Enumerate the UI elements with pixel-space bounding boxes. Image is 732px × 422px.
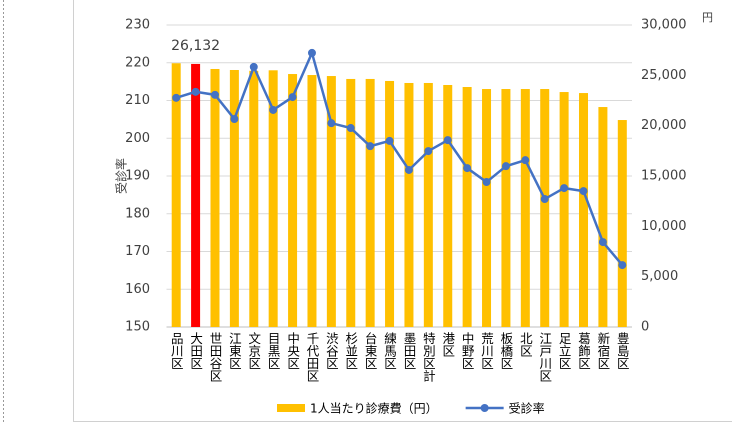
- line-marker: [424, 147, 433, 156]
- x-tick-label: 千代田区: [304, 332, 319, 382]
- bar: [365, 78, 375, 327]
- bar: [540, 89, 550, 327]
- bar: [288, 74, 298, 328]
- bar: [385, 80, 395, 327]
- x-tick-label: 渋谷区: [324, 332, 339, 370]
- y2-tick-label: 0: [641, 320, 649, 335]
- x-tick-label: 中野区: [460, 331, 475, 370]
- bar: [443, 84, 453, 327]
- bar: [559, 92, 569, 327]
- y-axis-label: 受診率: [114, 158, 129, 194]
- x-tick-label: 文京区: [246, 331, 261, 370]
- x-tick-label: 目黒区: [266, 332, 281, 370]
- y2-tick-label: 5,000: [641, 269, 678, 284]
- x-tick-label: 豊島区: [615, 332, 630, 370]
- line-marker: [482, 178, 491, 187]
- x-tick-label: 新宿区: [595, 331, 610, 370]
- bar: [462, 87, 472, 327]
- line-marker: [249, 62, 258, 71]
- line-marker: [501, 162, 510, 171]
- bar: [579, 93, 589, 328]
- legend-swatch: [480, 404, 489, 412]
- line-marker: [385, 136, 394, 145]
- bar: [482, 89, 492, 327]
- x-tick-label: 江戸川区: [537, 332, 552, 382]
- line-marker: [521, 156, 530, 165]
- line-marker: [366, 142, 375, 151]
- line-marker: [172, 93, 181, 102]
- bar: [171, 63, 181, 328]
- y2-tick-label: 30,000: [641, 18, 687, 33]
- bar: [598, 107, 608, 327]
- x-tick-label: 足立区: [557, 332, 572, 370]
- bar: [520, 89, 530, 327]
- y-tick-label: 220: [125, 55, 150, 70]
- line-marker: [288, 93, 297, 102]
- legend-label: 受診率: [509, 401, 545, 416]
- line-marker: [269, 105, 278, 114]
- bar: [423, 82, 433, 327]
- x-tick-label: 特別区計: [421, 331, 436, 382]
- x-tick-label: 品川区: [169, 332, 184, 370]
- x-tick-label: 北区: [518, 332, 533, 357]
- y-tick-label: 230: [125, 18, 150, 33]
- bar: [404, 82, 414, 327]
- x-tick-label: 大田区: [188, 332, 203, 370]
- y2-tick-label: 10,000: [641, 219, 687, 234]
- bar: [191, 63, 201, 327]
- y2-tick-label: 20,000: [641, 118, 687, 133]
- line-marker: [307, 48, 316, 57]
- x-tick-label: 杉並区: [343, 332, 358, 370]
- x-tick-label: 荒川区: [479, 332, 494, 370]
- line-marker: [327, 119, 336, 128]
- bar: [249, 70, 259, 327]
- x-tick-label: 世田谷区: [207, 332, 222, 382]
- x-tick-label: 葛飾区: [576, 332, 591, 370]
- line-marker: [443, 136, 452, 145]
- line-marker: [404, 165, 413, 174]
- y-tick-label: 160: [125, 282, 150, 297]
- bar: [229, 69, 239, 328]
- line-marker: [598, 238, 607, 247]
- line-marker: [346, 124, 355, 133]
- x-tick-label: 中央区: [285, 331, 300, 370]
- line-marker: [463, 164, 472, 173]
- line-marker: [191, 87, 200, 96]
- value-label: 26,132: [171, 38, 220, 54]
- line-marker: [618, 261, 627, 270]
- y-tick-label: 200: [125, 131, 150, 146]
- line-marker: [540, 195, 549, 204]
- x-tick-label: 練馬区: [382, 331, 397, 370]
- bar: [501, 89, 511, 327]
- y2-tick-label: 25,000: [641, 68, 687, 83]
- x-tick-label: 港区: [440, 332, 455, 357]
- x-tick-label: 板橋区: [498, 332, 513, 370]
- bar: [307, 75, 317, 327]
- bar: [268, 70, 278, 328]
- line-marker: [579, 187, 588, 196]
- x-tick-label: 台東区: [363, 331, 378, 370]
- y-tick-label: 170: [125, 244, 150, 259]
- line-marker: [210, 90, 219, 99]
- x-tick-label: 江東区: [227, 332, 242, 370]
- legend-label: 1人当たり診療費（円）: [310, 401, 438, 416]
- bar: [617, 120, 627, 328]
- legend-swatch: [277, 404, 305, 412]
- y2-tick-label: 15,000: [641, 169, 687, 184]
- y-tick-label: 210: [125, 93, 150, 108]
- line: [175, 49, 624, 266]
- x-tick-label: 墨田区: [401, 332, 416, 370]
- y-tick-label: 180: [125, 206, 150, 221]
- y-tick-label: 150: [125, 320, 150, 335]
- y-tick-label: 190: [125, 169, 150, 184]
- line-marker: [230, 114, 239, 123]
- bar: [346, 78, 356, 327]
- line-marker: [560, 184, 569, 193]
- bar: [210, 68, 220, 327]
- bar: [326, 76, 336, 328]
- y2-unit: 円: [702, 11, 713, 24]
